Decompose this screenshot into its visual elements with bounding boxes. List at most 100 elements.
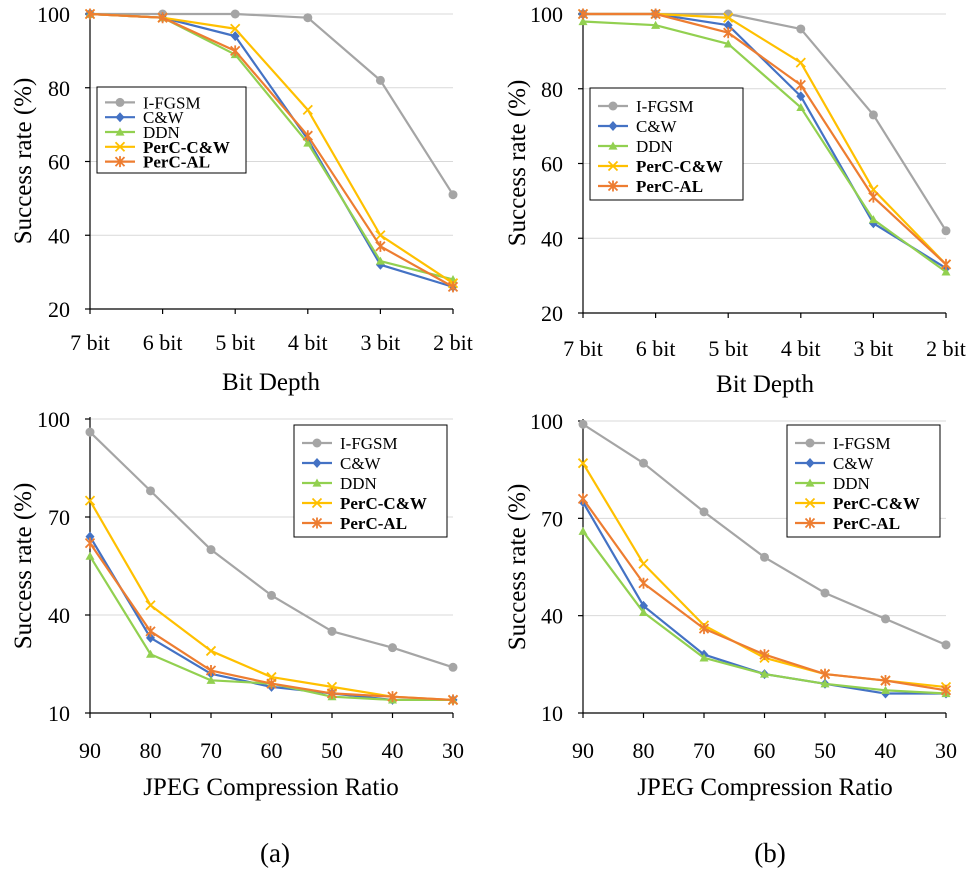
legend-marker-perc-cw xyxy=(607,160,619,172)
series-line-perc-al xyxy=(89,12,454,288)
x-tick-label: 30 xyxy=(442,738,464,763)
y-tick-label: 100 xyxy=(530,409,563,434)
data-point-ddn xyxy=(578,16,588,26)
data-point-perc-al xyxy=(698,623,710,635)
legend-marker-perc-al xyxy=(804,517,816,529)
series-perc-al xyxy=(577,8,952,270)
data-point-perc-cw xyxy=(84,495,96,506)
data-point-perc-al xyxy=(577,493,589,505)
legend-label-perc-cw: PerC-C&W xyxy=(833,494,920,513)
series-perc-al xyxy=(84,8,459,293)
caption-a: (a) xyxy=(260,838,290,868)
data-point-perc-al xyxy=(723,27,734,39)
x-tick-label: 4 bit xyxy=(288,330,328,355)
data-point-cw xyxy=(723,20,733,31)
data-point-ddn xyxy=(881,685,890,694)
y-axis-title: Success rate (%) xyxy=(10,78,37,245)
data-point-i-fgsm xyxy=(267,590,276,600)
data-point-ddn xyxy=(639,607,648,617)
data-point-ddn xyxy=(796,102,806,112)
legend-marker-i-fgsm xyxy=(115,97,125,107)
x-tick-label: 50 xyxy=(814,738,836,763)
data-point-perc-al xyxy=(145,625,156,637)
legend-marker-ddn xyxy=(805,478,815,487)
chart-bit-depth-a: 20 40 60 80 100 7 bit 6 bit 5 bit 4 bit 3 bit 2 bi… xyxy=(10,2,473,396)
x-tick-label: 7 bit xyxy=(70,330,110,355)
data-point-cw xyxy=(230,31,240,42)
y-tick-label: 40 xyxy=(48,603,70,628)
x-tick-label: 6 bit xyxy=(143,330,183,355)
y-tick-label: 60 xyxy=(541,152,563,177)
data-point-perc-al xyxy=(759,649,770,661)
x-axis-title: JPEG Compression Ratio xyxy=(143,774,399,801)
x-tick-label: 70 xyxy=(693,738,715,763)
data-point-i-fgsm xyxy=(760,552,769,562)
data-point-i-fgsm xyxy=(578,419,588,429)
legend-marker-perc-cw xyxy=(114,141,126,152)
x-tick-label: 4 bit xyxy=(781,336,821,361)
data-point-perc-al xyxy=(205,665,217,677)
data-point-perc-al xyxy=(230,45,241,57)
data-point-perc-al xyxy=(157,12,168,24)
data-point-perc-al xyxy=(447,694,459,706)
legend-marker-perc-al xyxy=(607,180,619,192)
data-point-ddn xyxy=(699,653,709,662)
y-tick-label: 100 xyxy=(37,407,70,432)
data-point-perc-al xyxy=(819,668,831,680)
legend-marker-perc-cw xyxy=(804,497,816,509)
chart-jpeg-a: 10 40 70 100 90 80 70 60 50 40 30 Success rate (%) J… xyxy=(10,407,464,801)
legend-marker-i-fgsm xyxy=(805,438,815,448)
legend-label-i-fgsm: I-FGSM xyxy=(636,97,694,116)
x-tick-label: 2 bit xyxy=(433,330,473,355)
y-axis-title: Success rate (%) xyxy=(10,483,37,650)
data-point-i-fgsm xyxy=(327,626,337,636)
x-tick-label: 30 xyxy=(935,738,957,763)
data-point-perc-al xyxy=(84,537,96,549)
x-tick-label: 90 xyxy=(572,738,594,763)
data-point-perc-al xyxy=(940,258,952,270)
data-point-i-fgsm xyxy=(941,226,951,236)
series-perc-al xyxy=(577,493,952,696)
caption-b: (b) xyxy=(754,838,785,868)
data-point-i-fgsm xyxy=(941,640,951,650)
data-point-i-fgsm xyxy=(230,9,240,19)
data-point-ddn xyxy=(868,215,878,224)
y-tick-label: 80 xyxy=(541,77,563,102)
x-tick-label: 2 bit xyxy=(926,336,966,361)
legend-label-perc-cw: PerC-C&W xyxy=(143,138,230,157)
legend-marker-ddn xyxy=(608,141,618,150)
y-tick-label: 10 xyxy=(541,701,563,726)
data-point-i-fgsm xyxy=(303,13,313,23)
data-point-ddn xyxy=(85,551,95,560)
legend-marker-ddn xyxy=(115,127,125,136)
data-point-perc-al xyxy=(650,8,661,20)
data-point-perc-cw xyxy=(375,230,386,241)
legend-marker-perc-al xyxy=(311,517,323,529)
data-point-i-fgsm xyxy=(699,507,709,517)
data-point-i-fgsm xyxy=(448,190,458,200)
y-tick-label: 80 xyxy=(48,76,70,101)
series-i-fgsm xyxy=(85,427,458,672)
x-tick-label: 5 bit xyxy=(215,330,255,355)
data-point-perc-al xyxy=(266,678,277,690)
series-ddn xyxy=(578,526,951,698)
legend-label-ddn: DDN xyxy=(340,474,377,493)
data-point-perc-al xyxy=(84,8,96,20)
legend-label-ddn: DDN xyxy=(143,123,180,142)
data-point-ddn xyxy=(206,675,216,684)
legend-label-ddn: DDN xyxy=(833,474,870,493)
chart-bit-depth-b: 20 40 60 80 100 7 bit 6 bit 5 bit 4 bit 3 bit 2 bi… xyxy=(504,2,966,398)
data-point-ddn xyxy=(146,649,155,658)
data-point-cw xyxy=(146,632,155,643)
y-tick-label: 40 xyxy=(48,223,70,248)
legend-label-i-fgsm: I-FGSM xyxy=(340,434,398,453)
legend-marker-i-fgsm xyxy=(312,438,322,448)
legend-marker-perc-cw xyxy=(311,497,323,509)
x-tick-label: 3 bit xyxy=(854,336,894,361)
data-point-perc-al xyxy=(302,130,313,142)
